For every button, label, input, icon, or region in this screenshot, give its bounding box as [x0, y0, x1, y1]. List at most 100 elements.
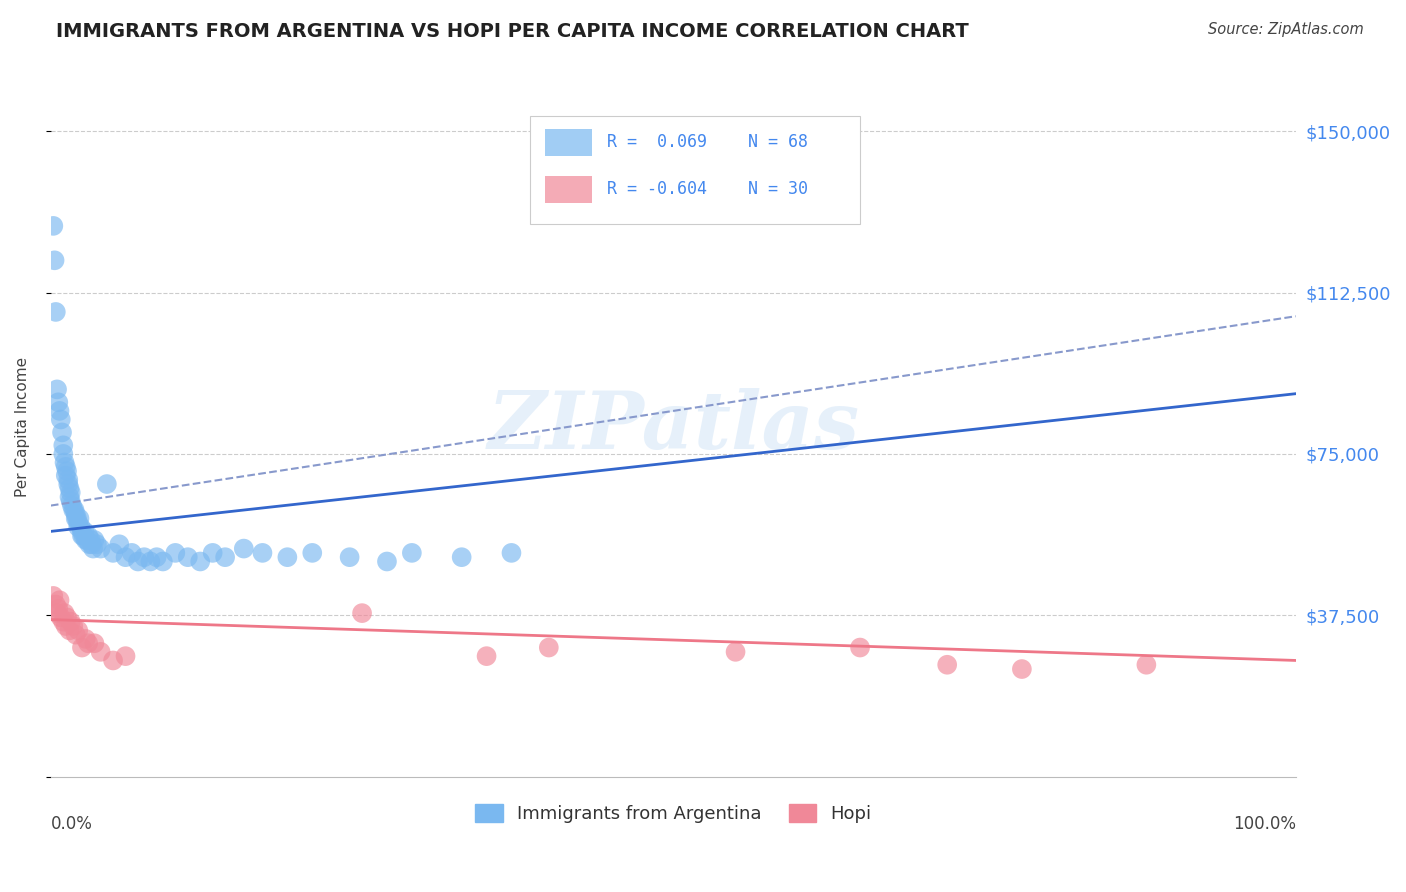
Text: Source: ZipAtlas.com: Source: ZipAtlas.com: [1208, 22, 1364, 37]
Point: [58, 473, 80, 487]
Point: [79, 537, 101, 551]
Point: [77, 636, 100, 650]
Point: [75, 533, 97, 547]
Point: [46, 606, 69, 620]
Point: [67, 516, 90, 530]
FancyBboxPatch shape: [530, 116, 860, 224]
Point: [58, 624, 80, 638]
Point: [56, 464, 79, 478]
Point: [69, 520, 91, 534]
Text: N = 68: N = 68: [748, 134, 808, 152]
Point: [65, 511, 87, 525]
Point: [49, 412, 72, 426]
Point: [48, 593, 70, 607]
Point: [58, 490, 80, 504]
Text: 100.0%: 100.0%: [1233, 815, 1296, 833]
Point: [201, 546, 224, 560]
Point: [276, 550, 298, 565]
Point: [58, 477, 80, 491]
Point: [65, 507, 87, 521]
Point: [177, 550, 200, 565]
Point: [339, 550, 361, 565]
Point: [42, 219, 65, 233]
Point: [165, 546, 187, 560]
Point: [375, 554, 398, 568]
Text: 0.0%: 0.0%: [51, 815, 93, 833]
Point: [127, 554, 149, 568]
Point: [60, 499, 83, 513]
Point: [1135, 657, 1157, 672]
Point: [46, 395, 69, 409]
Point: [450, 550, 472, 565]
Point: [145, 550, 167, 565]
Point: [90, 541, 112, 556]
FancyBboxPatch shape: [546, 129, 592, 156]
Point: [134, 550, 156, 565]
Point: [75, 632, 97, 646]
Point: [70, 524, 93, 539]
Point: [65, 627, 87, 641]
Point: [537, 640, 560, 655]
Text: R = -0.604: R = -0.604: [607, 180, 707, 198]
Point: [67, 520, 90, 534]
Point: [52, 447, 75, 461]
FancyBboxPatch shape: [546, 176, 592, 202]
Point: [45, 305, 67, 319]
Point: [108, 537, 131, 551]
Point: [139, 554, 162, 568]
Point: [69, 511, 91, 525]
Point: [401, 546, 423, 560]
Text: ZIPatlas: ZIPatlas: [488, 388, 859, 466]
Point: [67, 624, 90, 638]
Point: [45, 598, 67, 612]
Point: [66, 511, 89, 525]
Point: [76, 533, 98, 547]
Point: [252, 546, 274, 560]
Point: [101, 653, 124, 667]
Point: [62, 619, 84, 633]
Point: [96, 477, 118, 491]
Point: [46, 602, 69, 616]
Point: [44, 253, 66, 268]
Point: [214, 550, 236, 565]
Text: N = 30: N = 30: [748, 180, 808, 198]
Point: [52, 615, 75, 629]
Text: R =  0.069: R = 0.069: [607, 134, 707, 152]
Point: [80, 537, 103, 551]
Point: [73, 524, 96, 539]
Point: [724, 645, 747, 659]
Point: [52, 438, 75, 452]
Y-axis label: Per Capita Income: Per Capita Income: [15, 357, 30, 497]
Point: [55, 619, 77, 633]
Text: IMMIGRANTS FROM ARGENTINA VS HOPI PER CAPITA INCOME CORRELATION CHART: IMMIGRANTS FROM ARGENTINA VS HOPI PER CA…: [56, 22, 969, 41]
Point: [301, 546, 323, 560]
Point: [48, 404, 70, 418]
Point: [58, 481, 80, 495]
Point: [82, 541, 104, 556]
Point: [70, 640, 93, 655]
Point: [56, 610, 79, 624]
Point: [55, 459, 77, 474]
Point: [46, 383, 69, 397]
Point: [63, 503, 86, 517]
Point: [188, 554, 211, 568]
Point: [232, 541, 254, 556]
Point: [101, 546, 124, 560]
Point: [849, 640, 872, 655]
Point: [53, 606, 76, 620]
Point: [59, 485, 82, 500]
Point: [59, 494, 82, 508]
Point: [352, 606, 374, 620]
Point: [114, 550, 136, 565]
Point: [59, 615, 82, 629]
Point: [121, 546, 143, 560]
Point: [55, 468, 77, 483]
Point: [475, 649, 498, 664]
Point: [49, 610, 72, 624]
Point: [62, 503, 84, 517]
Point: [42, 589, 65, 603]
Point: [152, 554, 174, 568]
Point: [83, 636, 105, 650]
Point: [79, 533, 101, 547]
Point: [90, 645, 112, 659]
